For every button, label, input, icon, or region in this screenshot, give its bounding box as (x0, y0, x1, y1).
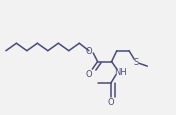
Text: NH: NH (114, 68, 127, 77)
Text: O: O (86, 69, 92, 78)
Text: S: S (133, 58, 139, 66)
Text: O: O (86, 47, 92, 56)
Text: O: O (107, 97, 114, 106)
